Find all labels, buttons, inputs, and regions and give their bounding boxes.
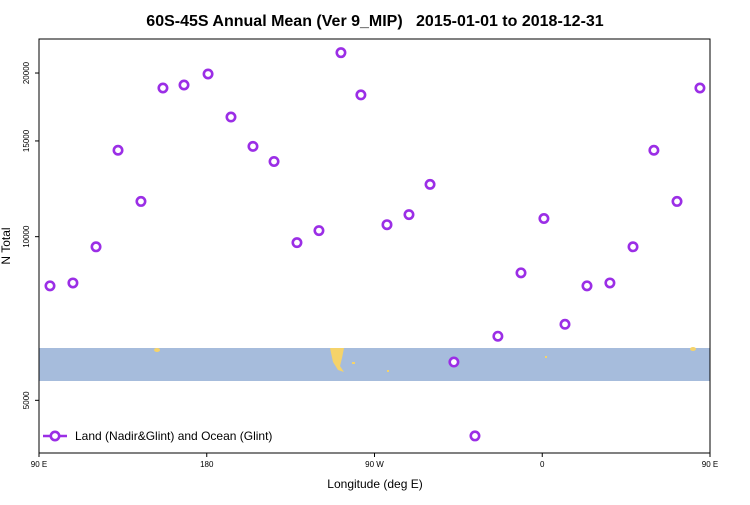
point bbox=[90, 241, 102, 253]
ocean-band bbox=[39, 348, 710, 381]
point bbox=[694, 82, 706, 94]
x-axis-label: Longitude (deg E) bbox=[327, 477, 422, 491]
plot-frame bbox=[38, 38, 711, 454]
x-tick-label: 90 E bbox=[31, 460, 47, 469]
point bbox=[67, 277, 79, 289]
x-tick-label: 90 E bbox=[702, 460, 718, 469]
point bbox=[403, 209, 415, 221]
land bbox=[330, 348, 344, 372]
point bbox=[671, 195, 683, 207]
point bbox=[44, 280, 56, 292]
point bbox=[355, 89, 367, 101]
point bbox=[268, 155, 280, 167]
point bbox=[381, 219, 393, 231]
point bbox=[335, 47, 347, 59]
point bbox=[515, 267, 527, 279]
point bbox=[202, 68, 214, 80]
point bbox=[469, 430, 481, 442]
point bbox=[581, 280, 593, 292]
legend-marker bbox=[49, 430, 61, 442]
point bbox=[492, 330, 504, 342]
point bbox=[225, 111, 237, 123]
y-tick-label: 10000 bbox=[22, 225, 31, 248]
point bbox=[424, 178, 436, 190]
land bbox=[154, 348, 160, 352]
point bbox=[135, 195, 147, 207]
point bbox=[157, 82, 169, 94]
x-tick-label: 180 bbox=[200, 460, 214, 469]
point bbox=[178, 79, 190, 91]
land bbox=[352, 362, 355, 364]
land bbox=[387, 370, 389, 372]
point bbox=[448, 356, 460, 368]
point bbox=[247, 140, 259, 152]
x-tick-label: 90 W bbox=[365, 460, 384, 469]
y-tick-label: 5000 bbox=[22, 391, 31, 409]
x-tick-label: 0 bbox=[540, 460, 545, 469]
point bbox=[627, 241, 639, 253]
point bbox=[648, 144, 660, 156]
chart-title: 60S-45S Annual Mean (Ver 9_MIP) 2015-01-… bbox=[146, 13, 604, 30]
map-strip bbox=[39, 347, 710, 381]
point bbox=[538, 212, 550, 224]
y-axis-label: N Total bbox=[0, 227, 13, 264]
point bbox=[313, 225, 325, 237]
point bbox=[559, 318, 571, 330]
point bbox=[291, 237, 303, 249]
y-tick-label: 20000 bbox=[22, 61, 31, 84]
land bbox=[545, 356, 547, 358]
point bbox=[604, 277, 616, 289]
y-tick-label: 15000 bbox=[22, 129, 31, 152]
legend-label: Land (Nadir&Glint) and Ocean (Glint) bbox=[75, 429, 272, 443]
point bbox=[112, 144, 124, 156]
land bbox=[690, 347, 696, 351]
